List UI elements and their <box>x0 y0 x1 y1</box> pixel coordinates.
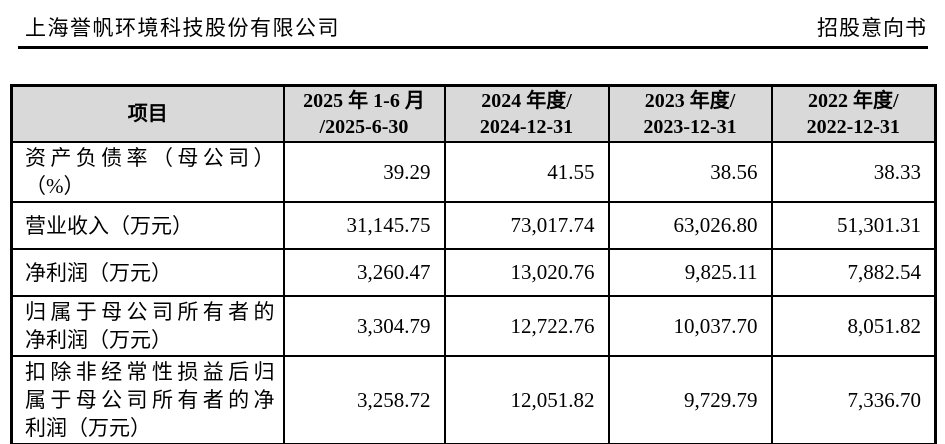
row-value: 10,037.70 <box>607 295 773 357</box>
row-value: 13,020.76 <box>443 248 610 297</box>
table-row: 净利润（万元） 3,260.47 13,020.76 9,825.11 7,882.54 <box>10 248 937 297</box>
financial-summary-table: 项目 2025 年 1-6 月 /2025-6-30 2024 年度/ 2024-1… <box>10 84 937 444</box>
table-row: 扣除非经常性损益后归 属于母公司所有者的净 利润（万元） 3,258.72 12,051… <box>10 355 937 444</box>
row-value: 41.55 <box>443 141 610 203</box>
row-label: 归属于母公司所有者的 净利润（万元） <box>10 295 285 357</box>
table-row: 归属于母公司所有者的 净利润（万元） 3,304.79 12,722.76 10,037… <box>10 295 937 357</box>
table-row: 资产负债率（母公司） （%） 39.29 41.55 38.56 38.33 <box>10 141 937 203</box>
row-value: 9,729.79 <box>607 355 773 444</box>
doc-type-label: 招股意向书 <box>817 16 927 40</box>
row-value: 7,882.54 <box>770 248 937 297</box>
header-rule <box>18 46 928 49</box>
company-name: 上海誉帆环境科技股份有限公司 <box>25 16 340 40</box>
row-label: 净利润（万元） <box>10 248 285 297</box>
row-label: 资产负债率（母公司） （%） <box>10 141 285 203</box>
row-value: 12,722.76 <box>443 295 610 357</box>
row-value: 51,301.31 <box>770 201 937 250</box>
row-value: 7,336.70 <box>770 355 937 444</box>
row-value: 38.33 <box>770 141 937 203</box>
row-value: 3,304.79 <box>282 295 446 357</box>
row-value: 31,145.75 <box>282 201 446 250</box>
row-value: 63,026.80 <box>607 201 773 250</box>
column-header-period: 2025 年 1-6 月 /2025-6-30 <box>282 84 446 143</box>
column-header-period: 2022 年度/ 2022-12-31 <box>770 84 937 143</box>
row-value: 38.56 <box>607 141 773 203</box>
row-value: 12,051.82 <box>443 355 610 444</box>
table-header-row: 项目 2025 年 1-6 月 /2025-6-30 2024 年度/ 2024-1… <box>10 84 937 143</box>
row-label: 扣除非经常性损益后归 属于母公司所有者的净 利润（万元） <box>10 355 285 444</box>
row-value: 3,260.47 <box>282 248 446 297</box>
column-header-period: 2023 年度/ 2023-12-31 <box>607 84 773 143</box>
row-value: 3,258.72 <box>282 355 446 444</box>
row-value: 39.29 <box>282 141 446 203</box>
row-value: 8,051.82 <box>770 295 937 357</box>
column-header-period: 2024 年度/ 2024-12-31 <box>443 84 610 143</box>
row-label: 营业收入（万元） <box>10 201 285 250</box>
column-header-item: 项目 <box>10 84 285 143</box>
row-value: 73,017.74 <box>443 201 610 250</box>
table-row: 营业收入（万元） 31,145.75 73,017.74 63,026.80 51,30… <box>10 201 937 250</box>
row-value: 9,825.11 <box>607 248 773 297</box>
